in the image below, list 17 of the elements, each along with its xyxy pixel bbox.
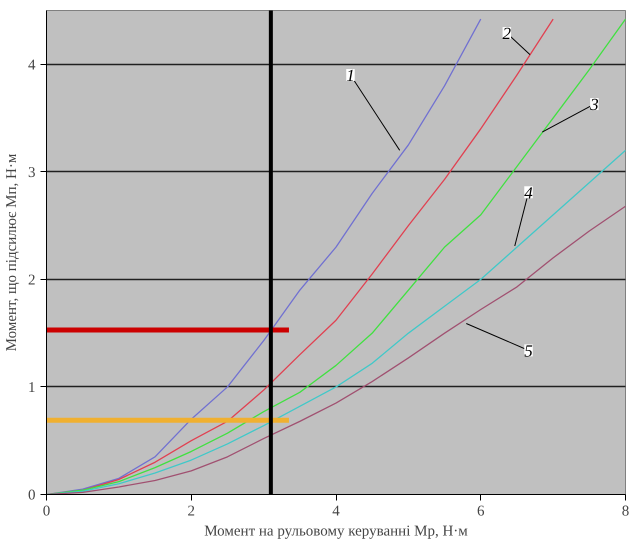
x-tick-label: 6 [477, 504, 485, 520]
y-axis-title: Момент, що підсилює Мп, Н·м [4, 153, 20, 352]
annotation: 2 [502, 24, 512, 44]
annotation: 5 [524, 341, 533, 360]
x-tick-label: 2 [188, 504, 195, 520]
y-tick-label: 3 [28, 164, 36, 181]
y-tick-label: 2 [28, 272, 36, 288]
x-tick-label: 0 [42, 504, 50, 520]
y-tick-label: 0 [28, 488, 36, 504]
x-tick-label: 8 [622, 504, 630, 520]
y-tick-label: 1 [28, 380, 36, 396]
y-tick-label: 4 [28, 57, 36, 74]
annotation: 4 [524, 183, 534, 202]
x-axis-title: Момент на рульовому керуванні Мр, Н·м [204, 524, 468, 540]
annotation: 1 [346, 66, 355, 86]
x-tick-label: 4 [332, 504, 340, 520]
annotation: 3 [589, 95, 599, 114]
